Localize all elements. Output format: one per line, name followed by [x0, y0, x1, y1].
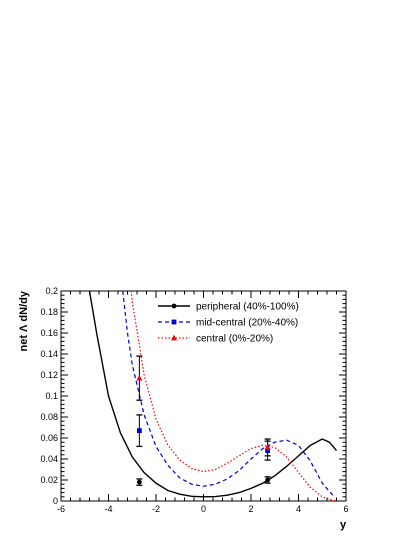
x-tick-label: 0	[201, 504, 206, 514]
x-axis-title: y	[340, 519, 347, 531]
data-point-2	[264, 444, 271, 450]
legend-label-0: peripheral (40%-100%)	[196, 302, 299, 313]
series-line-0	[88, 291, 338, 498]
y-tick-label: 0.04	[40, 454, 58, 464]
data-point-1	[136, 428, 142, 434]
x-tick-label: 2	[248, 504, 253, 514]
data-point-0	[136, 479, 142, 485]
x-tick-label: -2	[152, 504, 160, 514]
y-tick-label: 0.14	[40, 349, 58, 359]
y-tick-label: 0.16	[40, 328, 58, 338]
legend-label-2: central (0%-20%)	[196, 334, 273, 345]
y-tick-label: 0.08	[40, 412, 58, 422]
legend-marker-2	[171, 334, 177, 341]
data-points	[136, 355, 271, 486]
axis-ticks: -6 -4 -2 0 2 4 6 0 0.02 0.04 0.06 0.08 0.1 0.12 0.14 0.…	[40, 286, 348, 514]
y-tick-label: 0.02	[40, 475, 58, 485]
legend-label-1: mid-central (20%-40%)	[196, 318, 298, 329]
data-point-0	[265, 477, 271, 483]
x-tick-label: 4	[296, 504, 301, 514]
x-tick-label: -4	[104, 504, 112, 514]
y-tick-label: 0.18	[40, 307, 58, 317]
series-line-2	[130, 291, 337, 501]
legend-marker-1	[171, 319, 177, 325]
y-tick-label: 0.2	[45, 286, 58, 296]
y-tick-label: 0	[53, 496, 58, 506]
y-tick-label: 0.06	[40, 433, 58, 443]
y-tick-label: 0.1	[45, 391, 58, 401]
x-tick-label: 6	[343, 504, 348, 514]
series-curves	[88, 291, 338, 501]
legend-marker-0	[171, 303, 177, 309]
data-point-2	[136, 374, 143, 381]
x-tick-label: -6	[57, 504, 65, 514]
legend: peripheral (40%-100%) mid-central (20%-40…	[158, 302, 299, 345]
y-axis-title: net Λ dN/dy	[18, 290, 30, 351]
y-tick-label: 0.12	[40, 370, 58, 380]
